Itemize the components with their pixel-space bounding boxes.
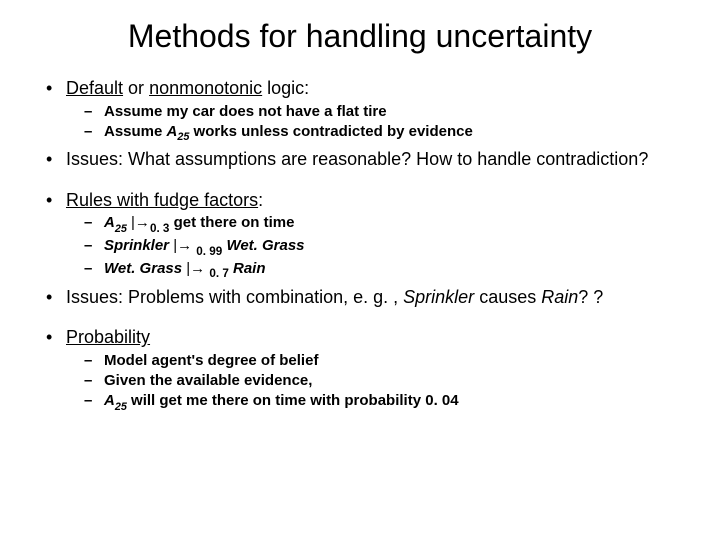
- arrow-icon: |→: [127, 214, 150, 231]
- sub-degree-belief: Model agent's degree of belief: [84, 351, 690, 371]
- text: Assume: [104, 123, 167, 140]
- sub-flat-tire: Assume my car does not have a flat tire: [84, 102, 690, 122]
- slide-title: Methods for handling uncertainty: [30, 18, 690, 55]
- sublist: Assume my car does not have a flat tire …: [66, 102, 690, 145]
- sub-sprinkler-wetgrass: Sprinkler |→ 0. 99 Wet. Grass: [84, 236, 690, 259]
- text-rain: Rain: [541, 287, 578, 307]
- bullet-probability: Probability Model agent's degree of beli…: [40, 326, 690, 414]
- sub-a25-works: Assume A25 works unless contradicted by …: [84, 122, 690, 145]
- arrow-icon: |→: [182, 260, 209, 277]
- sub-wetgrass-rain: Wet. Grass |→ 0. 7 Rain: [84, 259, 690, 282]
- text: will get me there on time with probabili…: [127, 392, 459, 409]
- text-sprinkler: Sprinkler: [403, 287, 474, 307]
- text-logic: logic:: [262, 78, 309, 98]
- arrow-icon: |→: [169, 237, 196, 254]
- text-rain: Rain: [233, 260, 266, 277]
- text-25: 25: [177, 131, 189, 143]
- text-25: 25: [115, 223, 127, 235]
- sublist: Model agent's degree of belief Given the…: [66, 351, 690, 414]
- text-rules-fudge: Rules with fudge factors: [66, 190, 258, 210]
- sub-a25-ontime: A25 |→0. 3 get there on time: [84, 213, 690, 236]
- slide: Methods for handling uncertainty Default…: [0, 0, 720, 540]
- text-wetgrass: Wet. Grass: [226, 237, 304, 254]
- sublist: A25 |→0. 3 get there on time Sprinkler |…: [66, 213, 690, 281]
- text-A: A: [104, 214, 115, 231]
- text-probability: Probability: [66, 327, 150, 347]
- text-or: or: [123, 78, 149, 98]
- sub-given-evidence: Given the available evidence,: [84, 371, 690, 391]
- text-A: A: [167, 123, 178, 140]
- bullet-list: Default or nonmonotonic logic: Assume my…: [30, 77, 690, 414]
- text: get there on time: [169, 214, 294, 231]
- bullet-default-logic: Default or nonmonotonic logic: Assume my…: [40, 77, 690, 144]
- sub-a25-prob: A25 will get me there on time with proba…: [84, 391, 690, 414]
- text-wetgrass: Wet. Grass: [104, 260, 182, 277]
- text-prob: 0. 99: [196, 245, 222, 258]
- text: Issues: Problems with combination, e. g.…: [66, 287, 403, 307]
- text: causes: [474, 287, 541, 307]
- text-A: A: [104, 392, 115, 409]
- text-default: Default: [66, 78, 123, 98]
- text-prob: 0. 7: [209, 267, 229, 280]
- bullet-fudge-factors: Rules with fudge factors: A25 |→0. 3 get…: [40, 189, 690, 282]
- text-sprinkler: Sprinkler: [104, 237, 169, 254]
- text-nonmonotonic: nonmonotonic: [149, 78, 262, 98]
- text-prob: 0. 3: [150, 222, 170, 235]
- text: ? ?: [578, 287, 603, 307]
- bullet-issues-assumptions: Issues: What assumptions are reasonable?…: [40, 148, 690, 171]
- text-25: 25: [115, 401, 127, 413]
- text-colon: :: [258, 190, 263, 210]
- text: works unless contradicted by evidence: [189, 123, 472, 140]
- bullet-issues-combination: Issues: Problems with combination, e. g.…: [40, 286, 690, 309]
